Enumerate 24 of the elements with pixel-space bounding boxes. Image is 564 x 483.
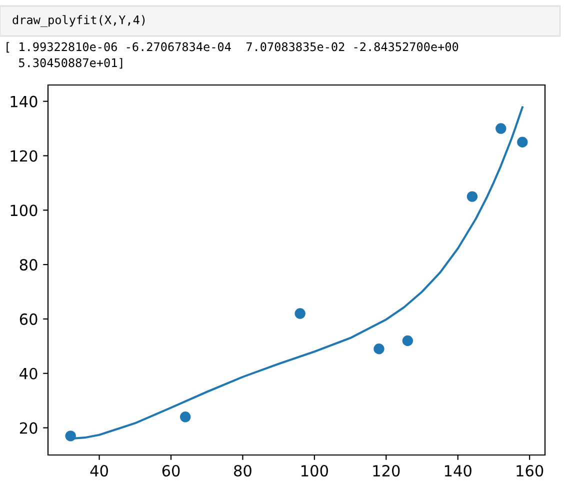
y-tick-label: 20: [20, 422, 38, 434]
point: [496, 123, 506, 134]
text: draw_polyfit(X,Y,4): [12, 15, 145, 27]
point: [180, 412, 191, 422]
x-tick-label: 100: [302, 464, 328, 477]
y-tick-label: 100: [10, 204, 38, 216]
text: [ 1.99322810e-06 -6.27067834e-04 7.07083835e-02 -2.84352700e+00 5.30450887e+01]: [6, 42, 458, 69]
point: [466, 191, 478, 202]
y-tick-label: 80: [20, 259, 38, 271]
point: [65, 430, 76, 442]
x-tick-label: 160: [516, 464, 544, 477]
point: [402, 335, 414, 346]
x-tick-label: 120: [373, 464, 400, 477]
x-tick-label: 40: [90, 464, 108, 477]
y-tick-label: 120: [10, 150, 38, 162]
point: [517, 136, 528, 148]
y-tick-label: 140: [10, 96, 38, 108]
y-tick-label: 40: [20, 368, 38, 380]
point: [294, 308, 306, 319]
x-tick-label: 80: [234, 464, 252, 477]
point: [374, 344, 384, 354]
y-tick-label: 60: [20, 313, 38, 325]
x-tick-label: 60: [162, 464, 180, 477]
x-tick-label: 140: [444, 464, 472, 477]
